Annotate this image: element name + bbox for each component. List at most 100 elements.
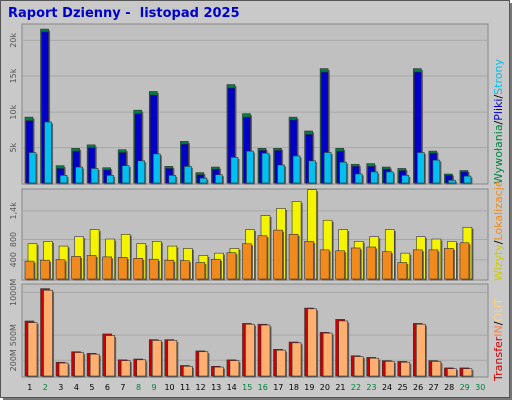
transfer-in-bar (167, 340, 178, 377)
pages-bar (417, 152, 425, 184)
transfer-in-bar (151, 340, 162, 377)
transfer-in-bar (400, 361, 411, 377)
x-tick-label: 22 (351, 383, 361, 392)
transfer-in-bar (322, 332, 333, 377)
transfer-in-bar (74, 352, 84, 377)
transfer-in-bar (229, 360, 240, 377)
sites-bar (366, 246, 377, 280)
sites-bar (273, 229, 283, 280)
transfer-in-bar (431, 361, 442, 377)
sites-bar (444, 248, 454, 280)
legend-entry: Pliki (492, 99, 505, 121)
sites-bar (180, 260, 190, 280)
x-tick-label: 14 (227, 383, 237, 392)
sites-bar (226, 252, 237, 280)
legend-entry: / (492, 321, 505, 325)
sites-bar (413, 249, 423, 280)
x-tick-label: 7 (120, 383, 125, 392)
pages-bar (199, 177, 208, 184)
pages-bar (215, 174, 223, 184)
transfer-in-bar (416, 323, 426, 377)
x-tick-label: 16 (258, 383, 268, 392)
pages-bar (432, 159, 441, 184)
x-tick-label: 26 (413, 383, 423, 392)
sites-bar (428, 249, 439, 280)
pages-bar (90, 168, 99, 184)
transfer-in-bar (136, 359, 147, 377)
sites-bar (319, 249, 330, 280)
sites-bar (459, 242, 470, 280)
x-tick-label: 3 (58, 383, 63, 392)
transfer-in-bar (120, 360, 131, 377)
y-tick-label: 800 (9, 232, 18, 247)
pages-bar (448, 179, 456, 184)
pages-bar (230, 157, 239, 184)
chart-title: Raport Dzienny - listopad 2025 (8, 6, 240, 21)
legend-entry: / (492, 240, 505, 244)
transfer-in-bar (369, 357, 380, 377)
x-tick-label: 13 (211, 383, 221, 392)
legend-entry: Wywołania (492, 124, 505, 184)
x-tick-label: 18 (289, 383, 299, 392)
pages-bar (463, 175, 472, 184)
transfer-in-bar (260, 324, 271, 377)
pages-bar (152, 153, 161, 184)
transfer-in-bar (214, 366, 224, 377)
pages-bar (323, 152, 332, 184)
transfer-in-bar (291, 342, 302, 377)
legend-entry: OUT (492, 298, 505, 322)
transfer-in-bar (58, 362, 69, 377)
pages-bar (277, 164, 285, 184)
legend-entry: IN (492, 325, 505, 336)
sites-bar (350, 247, 361, 280)
x-tick-label: 29 (460, 383, 470, 392)
sites-bar (133, 258, 144, 280)
sites-bar (304, 241, 314, 280)
legend-entry: Lokalizacje (492, 180, 505, 240)
sites-bar (335, 250, 345, 280)
sites-bar (195, 262, 206, 280)
pages-bar (292, 155, 301, 184)
legend-transfer: TransferIN/OUT (492, 298, 505, 382)
pages-bar (44, 121, 52, 184)
sites-bar (148, 258, 159, 280)
x-tick-label: 21 (335, 383, 345, 392)
sites-bar (164, 259, 175, 280)
pages-bar (137, 160, 146, 184)
legend-entry: Wizyty (492, 244, 505, 281)
transfer-in-bar (43, 289, 53, 377)
transfer-in-bar (198, 351, 209, 377)
x-tick-label: 17 (273, 383, 283, 392)
transfer-in-bar (307, 308, 317, 377)
transfer-in-bar (384, 361, 395, 377)
y-tick-label: 500M (9, 324, 18, 346)
x-tick-label: 30 (475, 383, 485, 392)
pages-bar (184, 166, 192, 184)
sites-bar (40, 259, 50, 280)
x-tick-label: 10 (164, 383, 174, 392)
transfer-in-bar (338, 320, 348, 377)
pages-bar (106, 175, 114, 184)
pages-bar (354, 173, 363, 184)
y-tick-label: 20k (9, 33, 18, 48)
x-tick-label: 9 (151, 383, 156, 392)
transfer-in-bar (89, 353, 100, 377)
x-tick-label: 12 (196, 383, 206, 392)
sites-bar (102, 256, 112, 280)
transfer-in-bar (27, 322, 38, 377)
transfer-in-bar (353, 356, 364, 377)
pages-bar (339, 161, 347, 184)
sites-bar (211, 258, 221, 280)
transfer-in-bar (183, 365, 193, 377)
x-tick-label: 4 (74, 383, 79, 392)
pages-bar (59, 175, 68, 184)
sites-bar (55, 259, 66, 280)
y-tick-label: 15k (9, 68, 18, 83)
x-tick-label: 20 (320, 383, 330, 392)
sites-bar (86, 255, 97, 280)
x-tick-label: 8 (136, 383, 141, 392)
sites-bar (381, 251, 392, 280)
pages-bar (370, 171, 379, 184)
